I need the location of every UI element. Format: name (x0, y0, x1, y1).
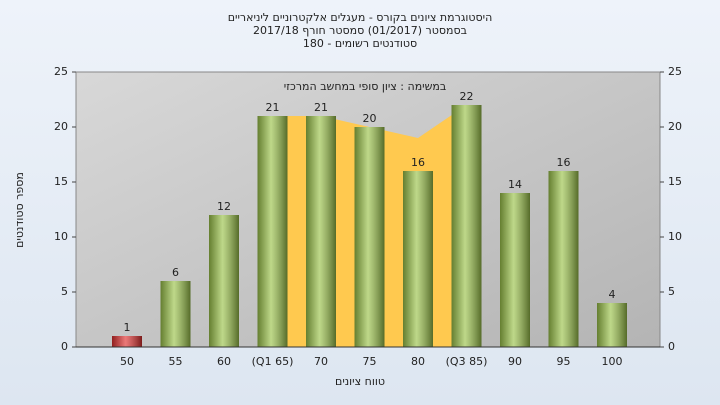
bar-shade (451, 105, 482, 347)
y2-tick-label: 25 (668, 65, 682, 78)
x-tick-label: (Q1 65) (252, 355, 294, 368)
data-label: 6 (172, 266, 179, 279)
bar-shade (257, 116, 288, 347)
data-label: 16 (557, 156, 571, 169)
title: היסטוגרמת ציונים בקורס - מעגלים אלקטרוני… (228, 11, 493, 24)
bar-shade (306, 116, 336, 347)
bar-shade (160, 281, 191, 347)
x-tick-label: 50 (120, 355, 134, 368)
data-label: 22 (460, 90, 474, 103)
y2-tick-label: 10 (668, 230, 682, 243)
bar-shade (597, 303, 627, 347)
x-tick-label: 55 (169, 355, 183, 368)
y-tick-label: 15 (54, 175, 68, 188)
y-tick-label: 0 (61, 340, 68, 353)
y-tick-label: 5 (61, 285, 68, 298)
bar-shade (548, 171, 579, 347)
bar-shade (403, 171, 433, 347)
data-label: 16 (411, 156, 425, 169)
annotation: במשימה : ציון סופי במחשב המרכזי (284, 80, 447, 93)
data-label: 14 (508, 178, 522, 191)
x-tick-label: (Q3 85) (446, 355, 488, 368)
y-axis-label: מספר סטודנטים (13, 172, 26, 248)
y2-tick-label: 0 (668, 340, 675, 353)
x-tick-label: 100 (602, 355, 623, 368)
y-tick-label: 20 (54, 120, 68, 133)
bar-shade (112, 336, 142, 347)
y2-tick-label: 20 (668, 120, 682, 133)
x-tick-label: 70 (314, 355, 328, 368)
y2-tick-label: 5 (668, 285, 675, 298)
x-tick-label: 60 (217, 355, 231, 368)
y-tick-label: 10 (54, 230, 68, 243)
data-label: 12 (217, 200, 231, 213)
y2-tick-label: 15 (668, 175, 682, 188)
x-tick-label: 95 (557, 355, 571, 368)
x-tick-label: 80 (411, 355, 425, 368)
data-label: 1 (124, 321, 131, 334)
data-label: 20 (363, 112, 377, 125)
title: בסמסטר (01/2017) סמסטר חורף 2017/18 (253, 24, 467, 37)
y-tick-label: 25 (54, 65, 68, 78)
x-axis-label: טווח ציונים (335, 375, 385, 388)
data-label: 21 (266, 101, 280, 114)
x-tick-label: 75 (363, 355, 377, 368)
x-tick-label: 90 (508, 355, 522, 368)
data-label: 4 (609, 288, 616, 301)
data-label: 21 (314, 101, 328, 114)
bar-shade (209, 215, 239, 347)
bar-shade (354, 127, 385, 347)
bar-shade (500, 193, 530, 347)
title: סטודנטים רשומים - 180 (303, 37, 417, 50)
